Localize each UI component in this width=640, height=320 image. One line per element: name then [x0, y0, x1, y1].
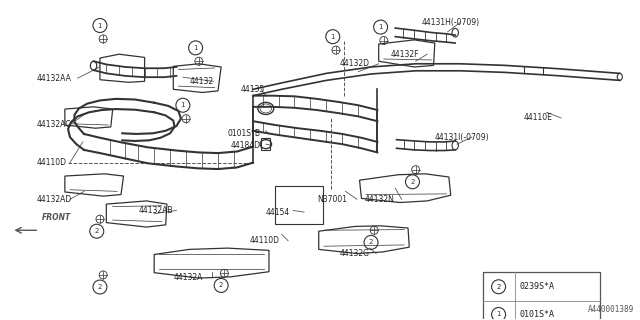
Text: 44131I(-0709): 44131I(-0709) — [435, 132, 490, 142]
Text: 2: 2 — [98, 284, 102, 290]
Text: 44132AD: 44132AD — [36, 195, 72, 204]
Text: 44135: 44135 — [240, 85, 264, 94]
Text: 44132: 44132 — [189, 77, 213, 86]
Text: 44132A: 44132A — [173, 273, 203, 282]
Text: 44184D: 44184D — [230, 140, 260, 150]
Text: 1: 1 — [378, 24, 383, 30]
Text: 44154: 44154 — [266, 208, 290, 217]
Text: 1: 1 — [180, 102, 185, 108]
Text: 44132AA: 44132AA — [36, 74, 71, 83]
Text: 44132G: 44132G — [339, 249, 369, 258]
Text: 2: 2 — [369, 239, 373, 245]
Text: 0101S*B: 0101S*B — [227, 130, 260, 139]
Text: 1: 1 — [330, 34, 335, 40]
Text: 2: 2 — [95, 228, 99, 234]
Text: 1: 1 — [497, 311, 501, 317]
Text: 0101S*A: 0101S*A — [520, 310, 554, 319]
Text: 44131H(-0709): 44131H(-0709) — [422, 18, 480, 27]
Text: 44132AC: 44132AC — [36, 120, 70, 129]
Text: 44132D: 44132D — [339, 59, 369, 68]
Text: A440001389: A440001389 — [588, 305, 634, 314]
Bar — [483, 272, 600, 320]
Text: 2: 2 — [410, 179, 415, 185]
Text: FRONT: FRONT — [42, 213, 70, 222]
Text: 2: 2 — [497, 284, 500, 290]
Text: 44132N: 44132N — [365, 195, 394, 204]
Text: 44132AB: 44132AB — [138, 206, 173, 215]
Text: 44132F: 44132F — [390, 50, 419, 59]
Text: 44110E: 44110E — [524, 114, 553, 123]
Text: 44110D: 44110D — [250, 236, 280, 245]
Text: 1: 1 — [98, 22, 102, 28]
Text: 1: 1 — [193, 45, 198, 51]
Text: 2: 2 — [219, 283, 223, 288]
Text: N37001: N37001 — [317, 195, 347, 204]
Bar — [275, 186, 323, 224]
Text: 44110D: 44110D — [36, 158, 66, 167]
Text: 0239S*A: 0239S*A — [520, 282, 554, 291]
